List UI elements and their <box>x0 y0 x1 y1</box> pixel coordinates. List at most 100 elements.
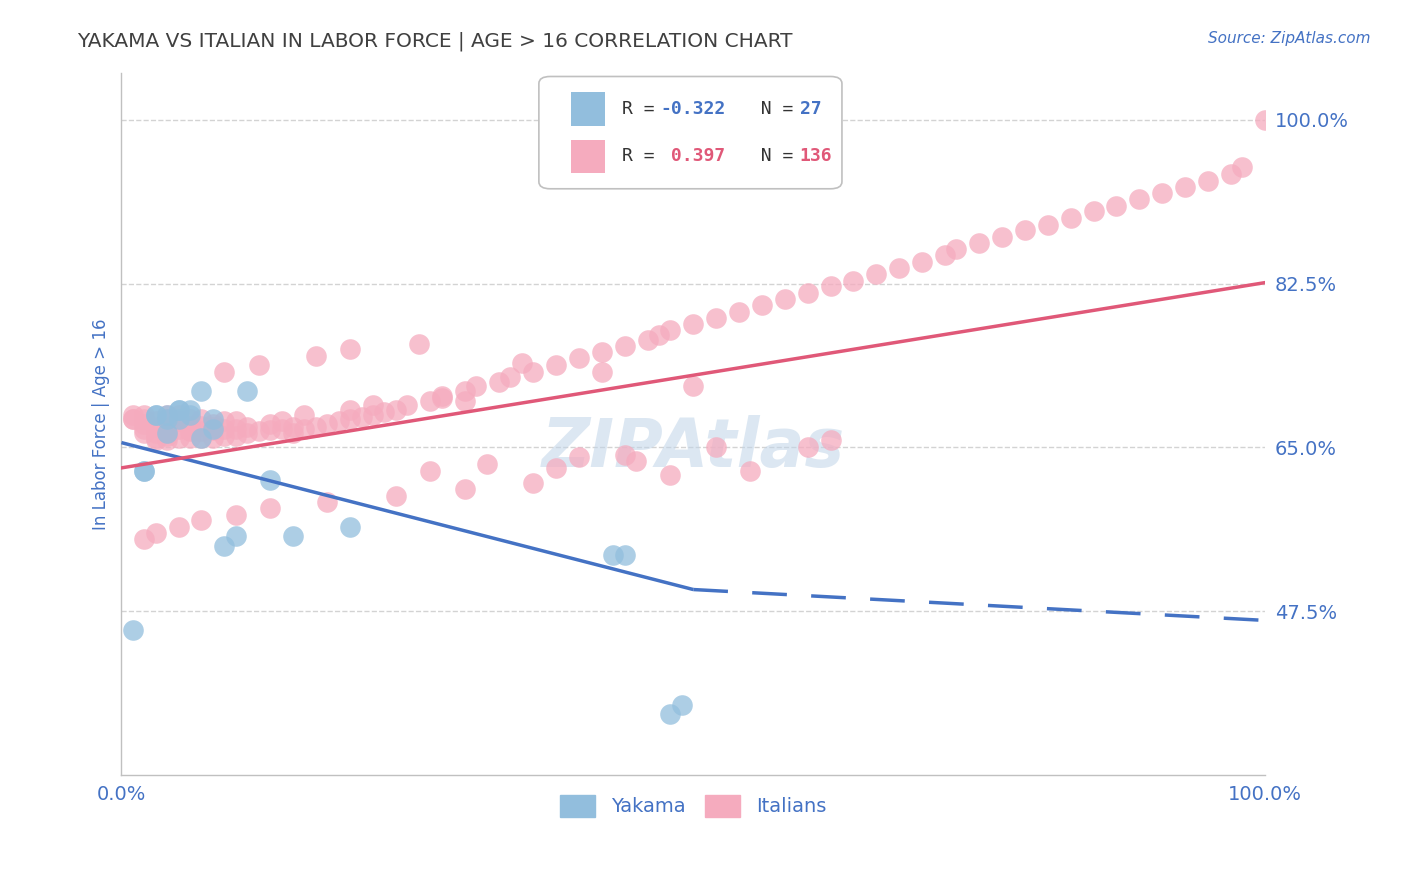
Point <box>408 337 430 351</box>
Point <box>156 429 179 443</box>
Text: N =: N = <box>740 100 804 118</box>
Point <box>522 366 544 380</box>
Point <box>214 429 236 443</box>
Point <box>339 342 361 356</box>
Point <box>134 464 156 478</box>
Point <box>156 408 179 422</box>
Point <box>145 414 167 428</box>
Point <box>373 405 395 419</box>
Point <box>385 402 408 417</box>
Point <box>602 548 624 562</box>
Point <box>201 412 224 426</box>
Point <box>316 417 339 431</box>
Point <box>122 412 145 426</box>
Point <box>281 419 304 434</box>
Point <box>967 236 990 251</box>
Point <box>214 366 236 380</box>
Point <box>842 274 865 288</box>
Point <box>225 429 247 443</box>
Point <box>613 339 636 353</box>
Point <box>339 412 361 426</box>
Point <box>522 475 544 490</box>
Point <box>145 426 167 441</box>
Point <box>259 501 281 516</box>
Point <box>156 412 179 426</box>
Point <box>225 508 247 522</box>
Legend: Yakama, Italians: Yakama, Italians <box>553 787 834 825</box>
Point <box>236 426 259 441</box>
Point <box>201 417 224 431</box>
Point <box>385 489 408 503</box>
Point <box>190 431 212 445</box>
Point <box>339 520 361 534</box>
Point <box>134 412 156 426</box>
Point <box>1014 223 1036 237</box>
Point <box>1197 173 1219 187</box>
Point <box>316 494 339 508</box>
Point <box>190 431 212 445</box>
Point <box>361 408 384 422</box>
Point <box>728 304 751 318</box>
Point <box>682 317 704 331</box>
Text: Source: ZipAtlas.com: Source: ZipAtlas.com <box>1208 31 1371 46</box>
Point <box>887 260 910 275</box>
Point <box>281 529 304 543</box>
Point <box>659 323 682 337</box>
Point <box>305 349 328 363</box>
Point <box>465 379 488 393</box>
Point <box>1105 199 1128 213</box>
Point <box>145 433 167 447</box>
Text: -0.322: -0.322 <box>659 100 725 118</box>
Point <box>179 412 201 426</box>
Text: N =: N = <box>740 147 804 166</box>
Point <box>167 414 190 428</box>
Point <box>179 402 201 417</box>
Point <box>145 408 167 422</box>
Point <box>167 421 190 435</box>
Point <box>1036 218 1059 232</box>
Point <box>190 513 212 527</box>
Point <box>396 398 419 412</box>
Point <box>430 391 453 405</box>
Point <box>156 426 179 441</box>
Point <box>134 532 156 546</box>
Point <box>259 417 281 431</box>
Bar <box>571 140 605 173</box>
Point <box>544 461 567 475</box>
Point <box>214 421 236 435</box>
Point <box>201 431 224 445</box>
Point <box>190 384 212 399</box>
Point <box>488 375 510 389</box>
Point <box>156 412 179 426</box>
Point <box>328 414 350 428</box>
Point <box>134 408 156 422</box>
Point <box>236 384 259 399</box>
Point <box>820 433 842 447</box>
Bar <box>571 92 605 126</box>
Point <box>477 457 499 471</box>
Point <box>167 431 190 445</box>
Point <box>865 267 887 281</box>
Point <box>179 418 201 433</box>
Point <box>190 418 212 433</box>
Point <box>740 464 762 478</box>
Point <box>145 431 167 445</box>
Point <box>247 358 270 372</box>
Point <box>568 351 591 366</box>
Point <box>270 421 292 435</box>
Point <box>991 229 1014 244</box>
Point <box>659 706 682 721</box>
Y-axis label: In Labor Force | Age > 16: In Labor Force | Age > 16 <box>93 318 110 530</box>
Point <box>225 421 247 435</box>
Point <box>796 440 818 454</box>
Point <box>1060 211 1083 225</box>
Point <box>591 344 613 359</box>
Point <box>122 623 145 637</box>
Point <box>682 379 704 393</box>
Point <box>145 419 167 434</box>
Point <box>453 384 475 399</box>
Point <box>156 426 179 441</box>
Point <box>704 311 727 326</box>
Point <box>134 426 156 441</box>
Point <box>1152 186 1174 200</box>
